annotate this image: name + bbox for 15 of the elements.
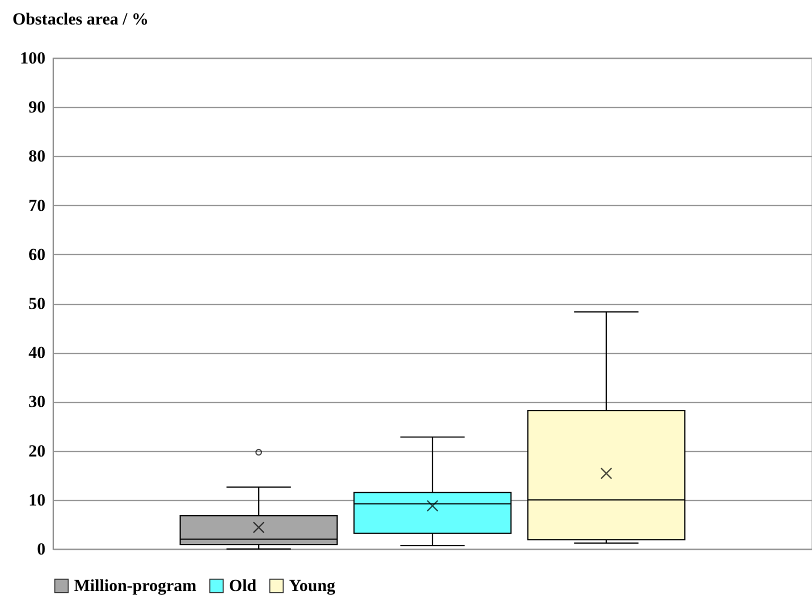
y-tick-label: 20 [28, 441, 46, 460]
y-tick-label: 50 [28, 294, 46, 313]
y-axis-title: Obstacles area / % [12, 10, 149, 28]
legend-label: Old [229, 576, 257, 595]
y-tick-label: 30 [28, 392, 46, 412]
y-tick-label: 0 [37, 540, 46, 558]
y-tick-label: 70 [28, 196, 46, 215]
y-tick-label: 60 [28, 244, 46, 264]
y-tick-label: 90 [28, 98, 46, 117]
y-tick-label: 80 [28, 146, 46, 166]
legend-label: Million-program [74, 576, 196, 595]
y-tick-label: 10 [28, 490, 46, 510]
y-tick-label: 100 [20, 48, 46, 68]
y-tick-label: 40 [28, 343, 46, 362]
legend-label: Young [289, 576, 336, 595]
